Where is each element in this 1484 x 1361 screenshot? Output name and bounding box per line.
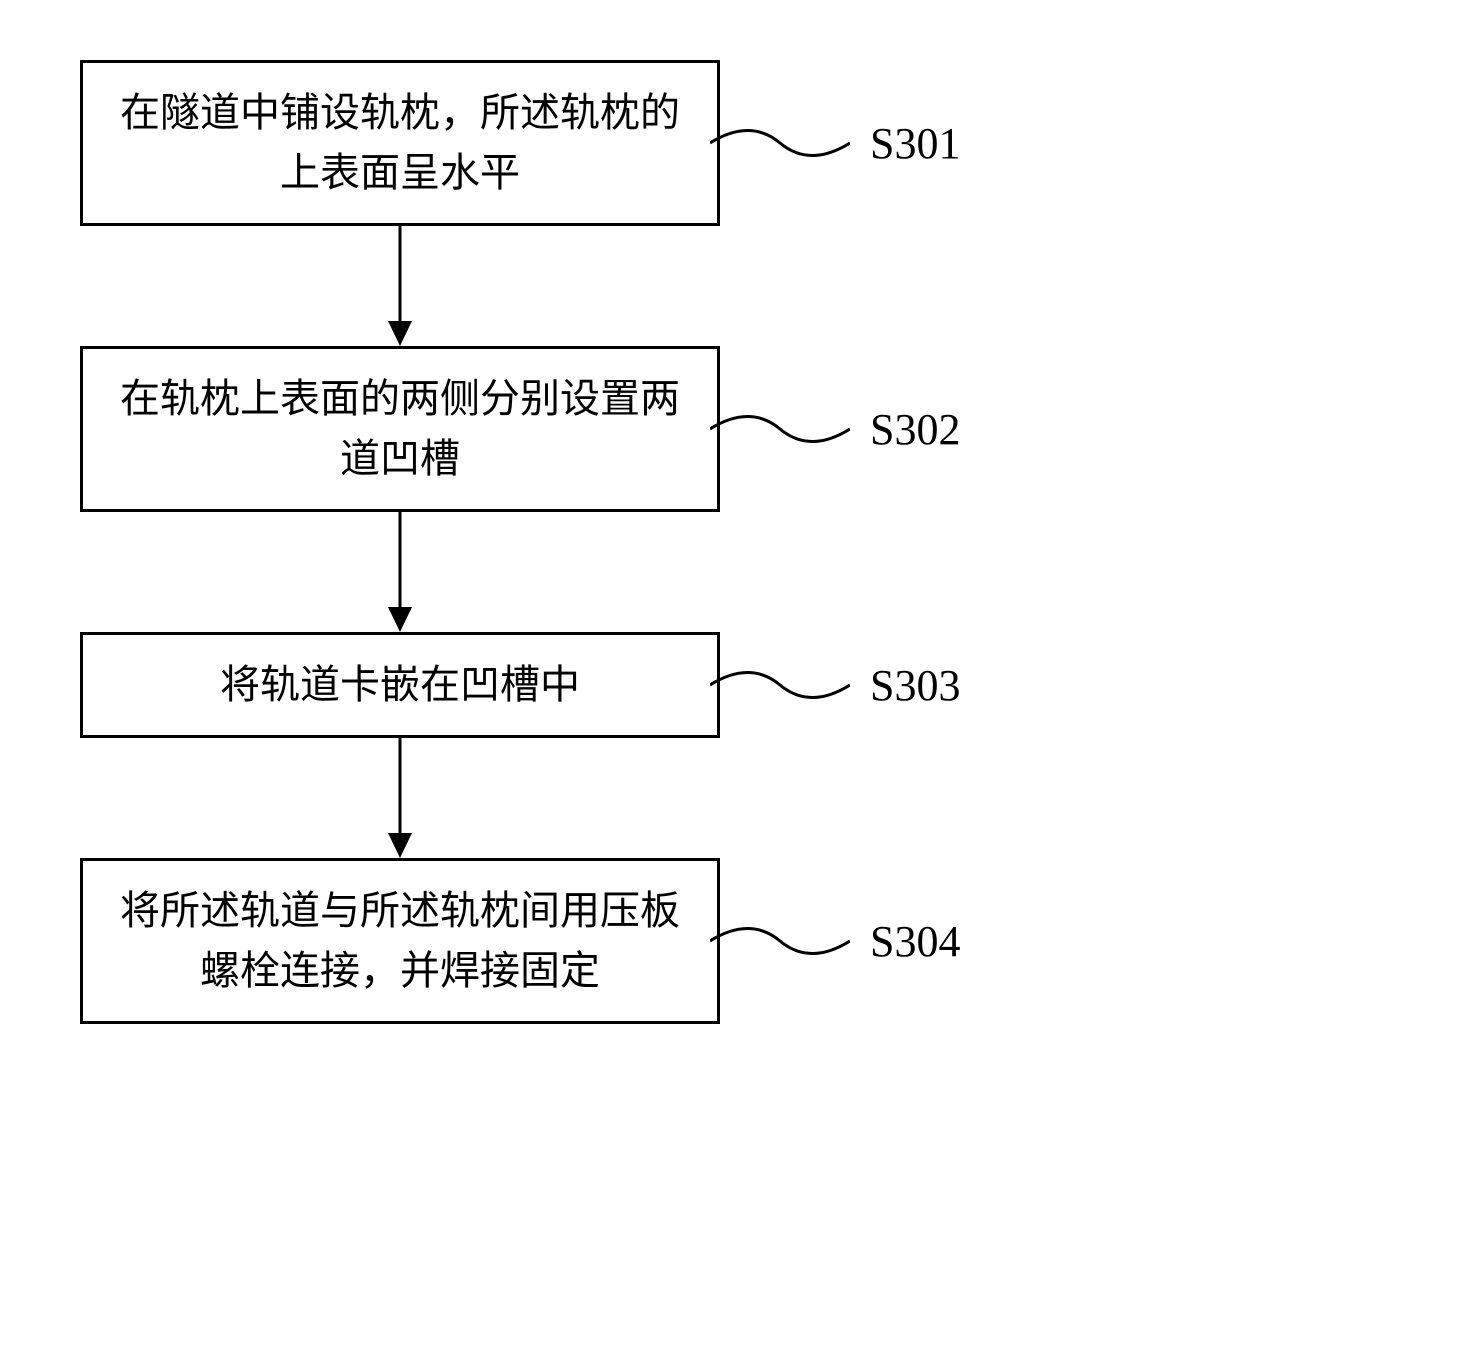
step-text: 将轨道卡嵌在凹槽中 xyxy=(220,655,580,715)
step-row-4: 将所述轨道与所述轨枕间用压板螺栓连接，并焊接固定 S304 xyxy=(80,858,960,1024)
label-connector-s302: S302 xyxy=(710,399,960,459)
step-box-s304: 将所述轨道与所述轨枕间用压板螺栓连接，并焊接固定 xyxy=(80,858,720,1024)
step-box-s301: 在隧道中铺设轨枕，所述轨枕的上表面呈水平 xyxy=(80,60,720,226)
label-connector-s304: S304 xyxy=(710,911,960,971)
curve-line-icon xyxy=(710,113,850,173)
curve-line-icon xyxy=(710,911,850,971)
arrow-connector-1 xyxy=(80,226,720,346)
label-connector-s301: S301 xyxy=(710,113,960,173)
label-connector-s303: S303 xyxy=(710,655,960,715)
arrow-down-icon xyxy=(380,738,420,858)
flowchart-container: 在隧道中铺设轨枕，所述轨枕的上表面呈水平 S301 在轨枕上表面的两侧分别设置两… xyxy=(80,60,1404,1024)
arrow-connector-2 xyxy=(80,512,720,632)
step-box-s302: 在轨枕上表面的两侧分别设置两道凹槽 xyxy=(80,346,720,512)
arrow-down-icon xyxy=(380,512,420,632)
curve-line-icon xyxy=(710,399,850,459)
arrow-connector-3 xyxy=(80,738,720,858)
step-label: S301 xyxy=(870,118,960,169)
step-text: 在轨枕上表面的两侧分别设置两道凹槽 xyxy=(113,369,687,489)
step-row-1: 在隧道中铺设轨枕，所述轨枕的上表面呈水平 S301 xyxy=(80,60,960,226)
curve-line-icon xyxy=(710,655,850,715)
step-row-3: 将轨道卡嵌在凹槽中 S303 xyxy=(80,632,960,738)
step-label: S303 xyxy=(870,660,960,711)
step-label: S304 xyxy=(870,916,960,967)
step-row-2: 在轨枕上表面的两侧分别设置两道凹槽 S302 xyxy=(80,346,960,512)
arrow-down-icon xyxy=(380,226,420,346)
step-label: S302 xyxy=(870,404,960,455)
step-text: 在隧道中铺设轨枕，所述轨枕的上表面呈水平 xyxy=(113,83,687,203)
step-box-s303: 将轨道卡嵌在凹槽中 xyxy=(80,632,720,738)
step-text: 将所述轨道与所述轨枕间用压板螺栓连接，并焊接固定 xyxy=(113,881,687,1001)
